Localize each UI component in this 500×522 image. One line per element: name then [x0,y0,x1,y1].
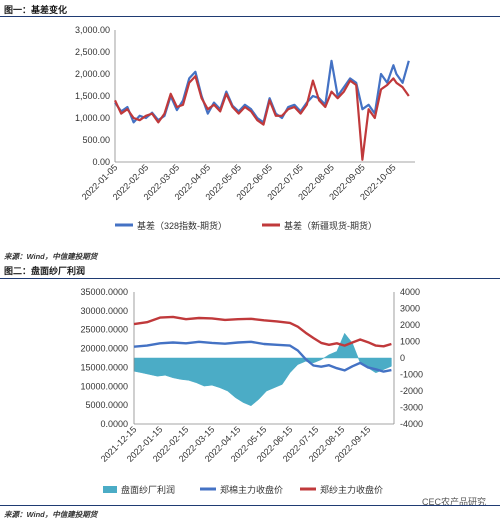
left-y-tick-label: 10000.0000 [80,381,128,391]
legend-label-xinjiang: 基差（新疆现货-期货） [284,220,377,231]
legend-label-yarn: 郑纱主力收盘价 [320,484,383,495]
legend-label-profit: 盘面纱厂利润 [121,484,175,495]
left-y-tick-label: 35000.0000 [80,287,128,297]
figure1-top-rule [0,16,500,17]
y-tick-label: 0.00 [92,157,110,167]
left-y-tick-label: 20000.0000 [80,344,128,354]
figure2-top-rule [0,278,500,279]
figure1-title: 图一：基差变化 [4,5,68,15]
spinning-profit-chart: 0.00005000.000010000.000015000.000020000… [80,287,423,495]
y-tick-label: 500.00 [82,135,110,145]
right-y-tick-label: -1000 [400,370,423,380]
right-y-tick-label: 4000 [400,287,420,297]
right-y-tick-label: -2000 [400,386,423,396]
figure2-source: 来源：Wind，中信建投期货 [4,510,98,519]
left-y-tick-label: 5000.0000 [85,400,128,410]
figure2-title: 图二：盘面纱厂利润 [4,266,86,276]
left-y-tick-label: 25000.0000 [80,325,128,335]
basis-line-chart: 0.00 500.00 1,000.00 1,500.00 2,000.00 2,500.… [75,25,415,231]
series-line-yarn [133,315,392,348]
right-y-tick-label: 3000 [400,304,420,314]
y-tick-label: 2,500.00 [75,47,110,57]
figure1-source: 来源：Wind，中信建投期货 [4,252,98,261]
series-line-328 [114,59,410,124]
right-y-tick-label: 1000 [400,337,420,347]
y-tick-label: 2,000.00 [75,69,110,79]
watermark: CEC农产品研究 [421,497,486,507]
right-y-tick-label: -3000 [400,403,423,413]
left-y-tick-label: 15000.0000 [80,362,128,372]
series-line-xinjiang [114,75,410,161]
y-tick-label: 1,500.00 [75,91,110,101]
series-line-cotton [133,340,392,373]
y-tick-label: 3,000.00 [75,25,110,35]
legend-label-cotton: 郑棉主力收盘价 [220,484,283,495]
right-y-tick-label: 2000 [400,320,420,330]
left-y-tick-label: 0.0000 [100,419,128,429]
y-tick-label: 1,000.00 [75,113,110,123]
figure2-bottom-rule [0,505,500,506]
legend-swatch-profit [103,486,117,493]
left-y-tick-label: 30000.0000 [80,306,128,316]
legend-label-328: 基差（328指数-期货） [137,220,227,231]
right-y-tick-label: 0 [400,353,405,363]
right-y-tick-label: -4000 [400,419,423,429]
